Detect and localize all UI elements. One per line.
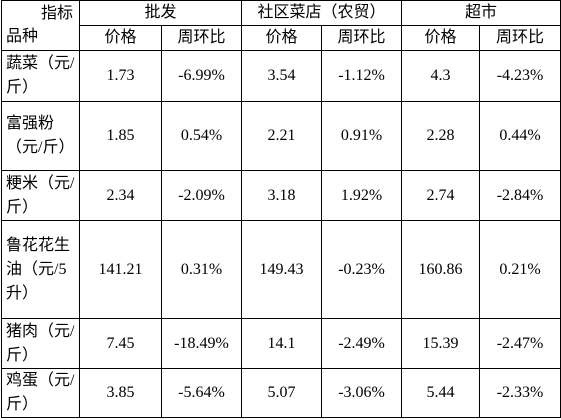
data-cell: -4.23%	[479, 50, 561, 102]
data-cell: 2.34	[79, 170, 162, 221]
subheader-cell: 周环比	[160, 25, 243, 51]
data-row: 鲁花花生油（元/5升） 141.21 0.31% 149.43 -0.23% 160.86…	[1, 220, 561, 319]
header-row: 指标 品种 批发 社区菜店（农贸） 超市	[1, 0, 561, 51]
data-cell: 0.54%	[160, 101, 243, 171]
data-cell: -6.99%	[160, 50, 243, 102]
data-cell: 14.1	[241, 318, 323, 369]
subheader-cell: 价格	[79, 25, 162, 51]
variety-label: 品种	[6, 28, 39, 45]
data-cell: -2.09%	[160, 170, 243, 221]
data-cell: 0.91%	[321, 101, 403, 171]
row-name: 粳米（元/斤）	[1, 170, 80, 221]
group-header: 批发	[78, 0, 243, 26]
data-cell: 5.07	[241, 368, 323, 418]
data-cell: -2.47%	[479, 318, 561, 369]
corner-cell: 指标 品种	[1, 0, 80, 51]
data-cell: 4.3	[401, 50, 481, 102]
data-cell: -5.64%	[160, 368, 243, 418]
row-name: 猪肉（元/斤）	[1, 318, 80, 369]
data-row: 猪肉（元/斤） 7.45 -18.49% 14.1 -2.49% 15.39 -2.47%	[1, 318, 561, 369]
data-cell: 2.21	[241, 101, 323, 171]
data-cell: 5.44	[401, 368, 481, 418]
data-row: 粳米（元/斤） 2.34 -2.09% 3.18 1.92% 2.74 -2.84%	[1, 170, 561, 221]
data-cell: 2.74	[401, 170, 481, 221]
data-cell: 1.92%	[321, 170, 403, 221]
data-cell: 2.28	[401, 101, 481, 171]
data-cell: 0.21%	[479, 220, 561, 319]
data-row: 蔬菜（元/斤） 1.73 -6.99% 3.54 -1.12% 4.3 -4.23%	[1, 50, 561, 102]
data-cell: -18.49%	[160, 318, 243, 369]
data-cell: -1.12%	[321, 50, 403, 102]
subheader-cell: 周环比	[479, 25, 561, 51]
group-header: 超市	[401, 0, 561, 26]
subheader-row: 价格 周环比 价格 周环比 价格 周环比	[2, 25, 561, 51]
data-cell: 3.85	[79, 368, 162, 418]
data-cell: 0.31%	[160, 220, 243, 319]
data-cell: 3.18	[241, 170, 323, 221]
data-cell: 15.39	[401, 318, 481, 369]
data-cell: -2.49%	[321, 318, 403, 369]
data-cell: 7.45	[79, 318, 162, 369]
data-cell: 1.85	[79, 101, 162, 171]
data-cell: -2.84%	[479, 170, 561, 221]
data-cell: 149.43	[241, 220, 323, 319]
group-header: 社区菜店（农贸）	[241, 0, 403, 26]
data-cell: 1.73	[79, 50, 162, 102]
data-cell: 3.54	[241, 50, 323, 102]
data-cell: -3.06%	[321, 368, 403, 418]
subheader-cell: 周环比	[321, 25, 403, 51]
data-cell: -0.23%	[321, 220, 403, 319]
row-name: 鸡蛋（元/斤）	[1, 368, 80, 418]
row-name: 鲁花花生油（元/5升）	[1, 220, 80, 319]
data-row: 鸡蛋（元/斤） 3.85 -5.64% 5.07 -3.06% 5.44 -2.33%	[1, 368, 561, 418]
data-cell: 0.44%	[479, 101, 561, 171]
subheader-cell: 价格	[401, 25, 481, 51]
data-row: 富强粉（元/斤） 1.85 0.54% 2.21 0.91% 2.28 0.44%	[1, 101, 561, 171]
data-cell: -2.33%	[479, 368, 561, 418]
indicator-label: 指标	[40, 5, 73, 22]
data-cell: 141.21	[79, 220, 162, 319]
row-name: 蔬菜（元/斤）	[1, 50, 80, 102]
data-cell: 160.86	[401, 220, 481, 319]
row-name: 富强粉（元/斤）	[1, 101, 80, 171]
subheader-cell: 价格	[241, 25, 323, 51]
